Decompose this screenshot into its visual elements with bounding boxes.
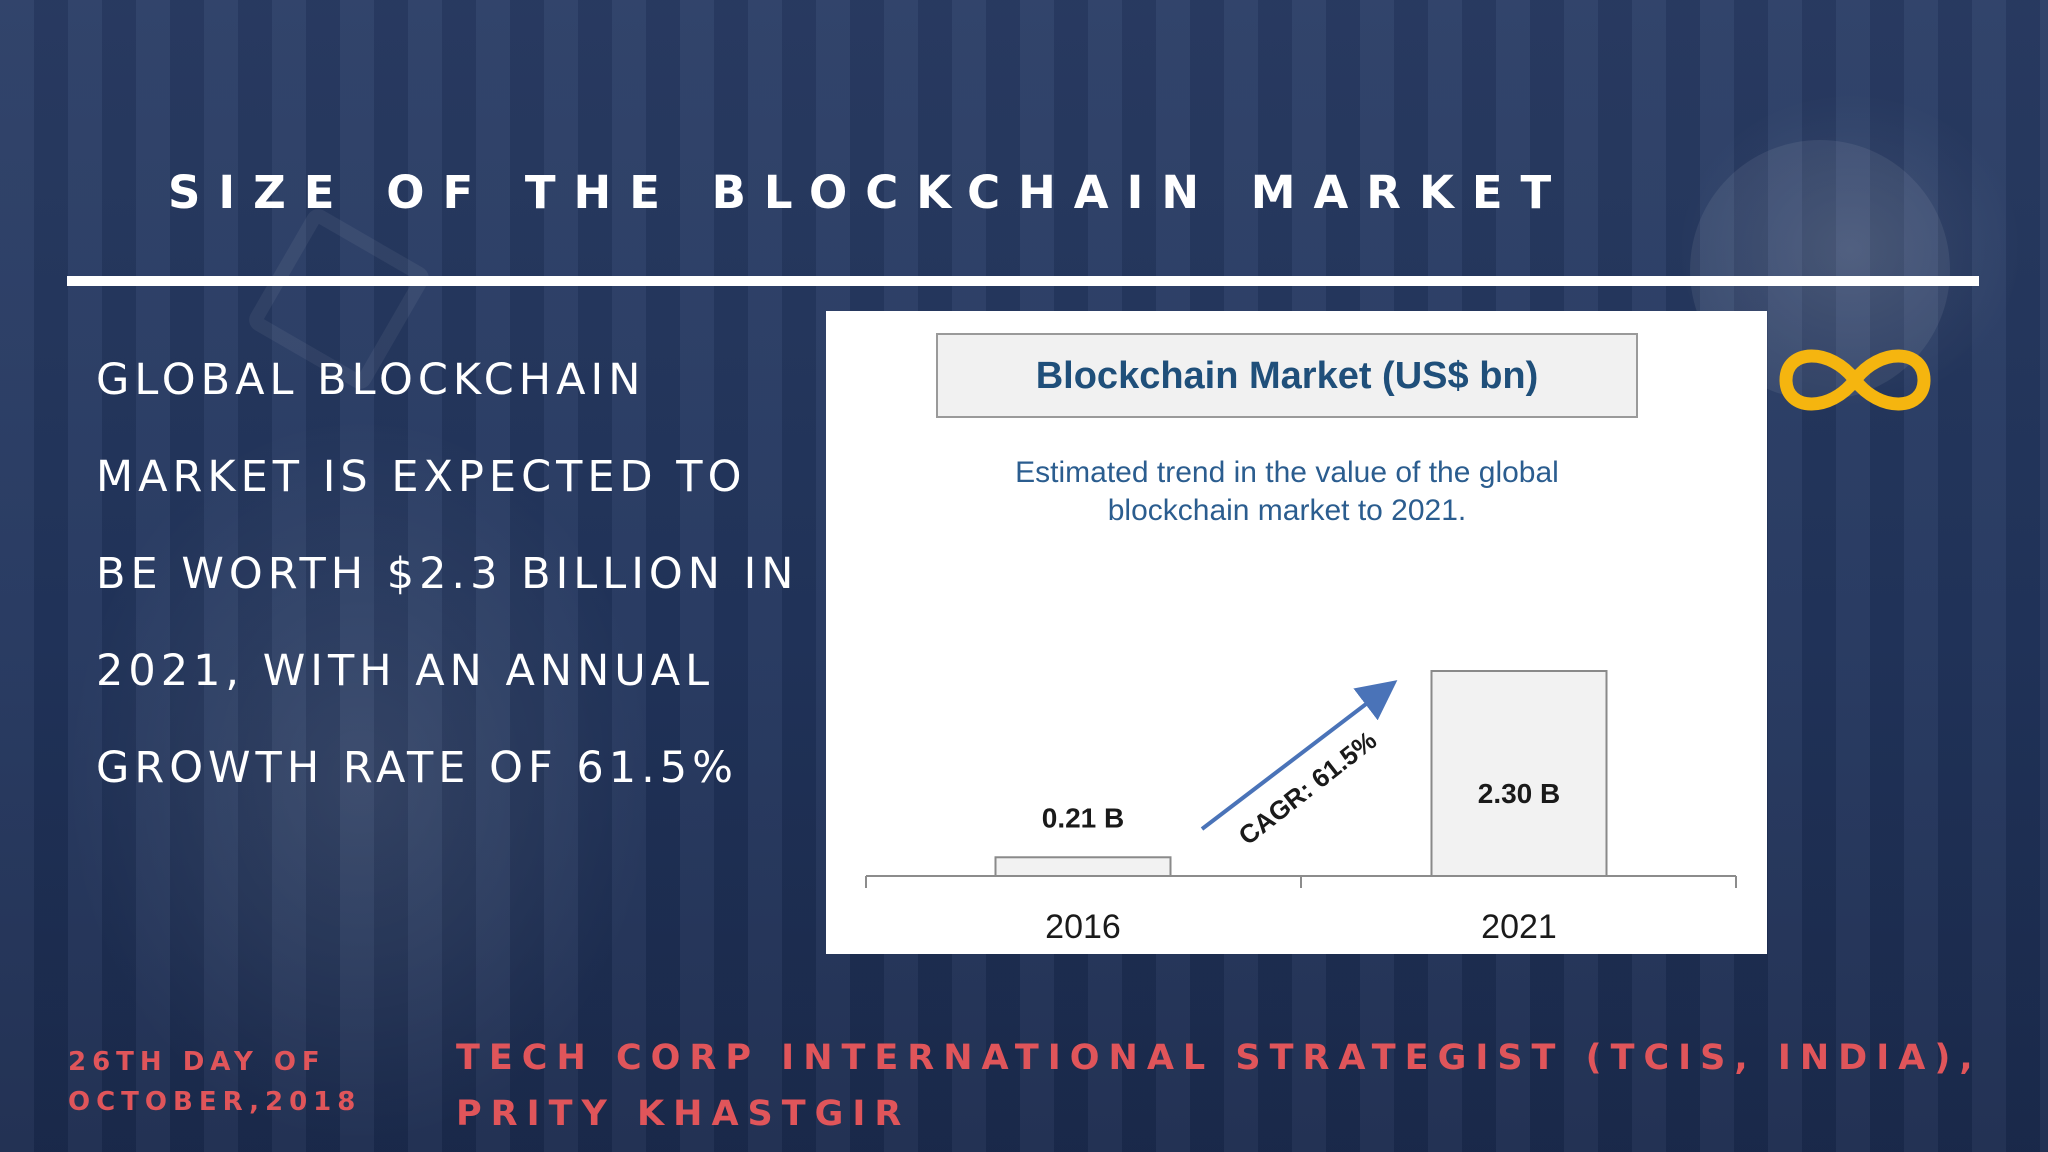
data-label-2021: 2.30 B [1478,778,1561,809]
infinity-icon [1779,349,1931,411]
author-credit: TECH CORP INTERNATIONAL STRATEGIST (TCIS… [456,1038,1982,1134]
bar-chart: Blockchain Market (US$ bn) Estimated tre… [865,333,1737,946]
title-divider [67,276,1979,286]
body-text: GLOBAL BLOCKCHAIN MARKET IS EXPECTED TO … [96,355,799,793]
bar-2016 [994,856,1172,877]
x-tick-label-2016: 2016 [1045,908,1121,946]
chart-title-box [936,333,1638,418]
chart-card: Blockchain Market (US$ bn) Estimated tre… [826,311,1767,954]
growth-arrow [1200,680,1398,831]
chart-subtitle-line-2: blockchain market to 2021. [1108,494,1467,527]
data-label-2016: 0.21 B [1042,802,1125,833]
bar-2021 [1430,670,1608,877]
chart-subtitle-line-1: Estimated trend in the value of the glob… [1015,456,1559,489]
presentation-date: 26TH DAY OF OCTOBER,2018 [68,1047,362,1117]
x-tick-label-2021: 2021 [1481,908,1557,946]
slide-title: SIZE OF THE BLOCKCHAIN MARKET [168,166,1570,219]
chart-title: Blockchain Market (US$ bn) [1036,355,1539,397]
